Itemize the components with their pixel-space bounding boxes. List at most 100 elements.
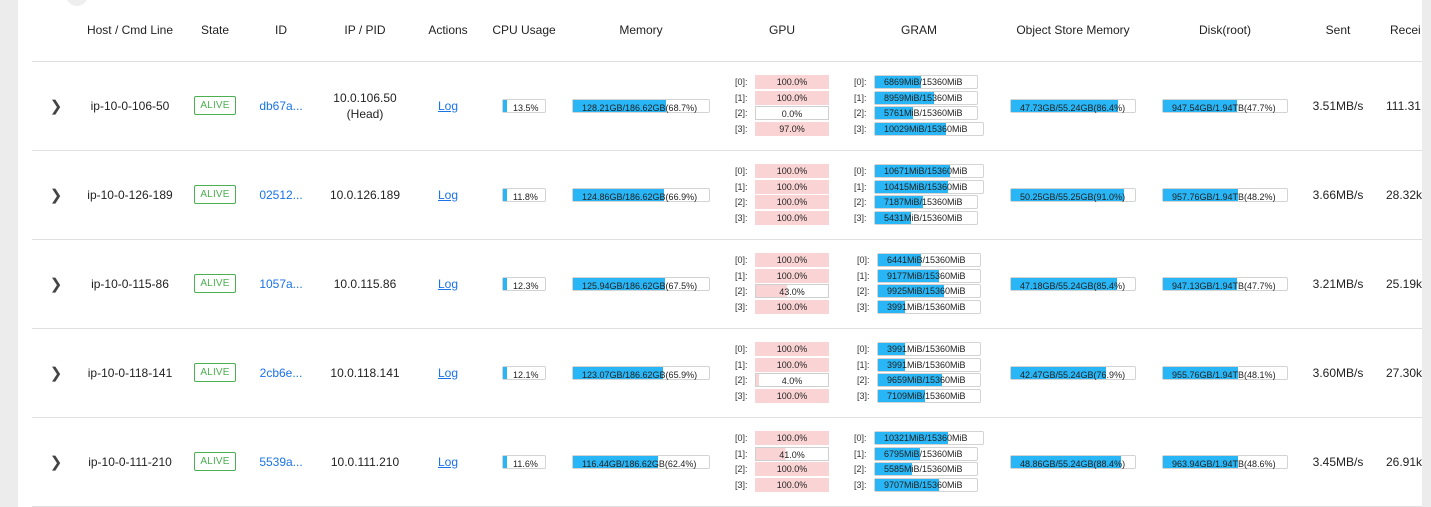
gpu-index: [2]:	[735, 197, 748, 208]
header-cpu[interactable]: CPU Usage	[478, 0, 570, 62]
disk-fill	[1163, 366, 1238, 379]
gpu-list: [0]: 100.0% [1]: 100.0% [2]: 43.0% [3]: …	[735, 252, 829, 314]
host-cell: ip-10-0-106-50	[80, 61, 180, 151]
actions-cell: Log	[418, 328, 478, 418]
state-cell: ALIVE	[180, 61, 250, 151]
memory-usage-value: 128.21GB/186.62GB(68.7%)	[582, 102, 698, 113]
gram-entry: [1]: 6795MiB/15360MiB	[854, 446, 984, 462]
object-store-bar: 48.86GB/55.24GB(88.4%)	[1010, 454, 1136, 469]
gram-cell: [0]: 3991MiB/15360MiB [1]: 3991MiB/15360…	[852, 328, 986, 418]
header-gpu[interactable]: GPU	[712, 0, 852, 62]
gram-usage-value: 9707MiB/15360MiB	[884, 479, 963, 490]
disk-usage-bar: 955.76GB/1.94TB(48.1%)	[1162, 365, 1288, 380]
object-store-cell: 48.86GB/55.24GB(88.4%)	[986, 417, 1160, 507]
id-cell: 02512...	[250, 150, 312, 240]
state-cell: ALIVE	[180, 417, 250, 507]
header-memory[interactable]: Memory	[570, 0, 712, 62]
cpu-fill	[503, 455, 507, 468]
header-actions[interactable]: Actions	[418, 0, 478, 62]
gram-usage-value: 9177MiB/15360MiB	[887, 270, 966, 281]
log-link[interactable]: Log	[437, 454, 459, 469]
gram-index: [0]:	[854, 433, 867, 444]
cpu-usage-value: 13.5%	[513, 102, 539, 113]
gram-usage-bar: 9659MiB/15360MiB	[877, 373, 981, 388]
chevron-right-icon[interactable]: ❯	[49, 275, 63, 293]
gpu-entry: [2]: 0.0%	[735, 106, 829, 122]
header-gram[interactable]: GRAM	[852, 0, 986, 62]
gram-entry: [1]: 9177MiB/15360MiB	[857, 268, 981, 284]
node-id-link[interactable]: 02512...	[259, 187, 303, 202]
object-store-cell: 47.18GB/55.24GB(85.4%)	[986, 239, 1160, 329]
chevron-right-icon[interactable]: ❯	[49, 186, 63, 204]
disk-cell: 957.76GB/1.94TB(48.2%)	[1160, 150, 1290, 240]
gram-fill	[878, 389, 926, 402]
gram-usage-bar: 9177MiB/15360MiB	[877, 268, 981, 283]
gram-usage-bar: 7109MiB/15360MiB	[877, 388, 981, 403]
cpu-usage-bar: 11.8%	[502, 187, 546, 202]
gram-index: [2]:	[854, 464, 867, 475]
host-cell: ip-10-0-118-141	[80, 328, 180, 418]
node-id-link[interactable]: 5539a...	[259, 454, 303, 469]
object-store-fill	[1011, 99, 1119, 112]
disk-fill	[1163, 99, 1237, 112]
gpu-index: [2]:	[735, 108, 748, 119]
ip-cell: 10.0.126.189	[312, 150, 418, 240]
cpu-usage-bar: 11.6%	[502, 454, 546, 469]
node-id-link[interactable]: 1057a...	[259, 276, 303, 291]
gpu-utilization-bar: 100.0%	[755, 462, 829, 477]
gram-fill	[878, 343, 905, 356]
gpu-entry: [1]: 100.0%	[735, 179, 829, 195]
header-host[interactable]: Host / Cmd Line	[80, 0, 180, 62]
log-link[interactable]: Log	[437, 276, 459, 291]
header-object-store[interactable]: Object Store Memory	[986, 0, 1160, 62]
node-id-link[interactable]: 2cb6e...	[259, 365, 303, 380]
header-sent[interactable]: Sent	[1290, 0, 1386, 62]
gpu-index: [0]:	[735, 255, 748, 266]
gram-cell: [0]: 10321MiB/15360MiB [1]: 6795MiB/1536…	[852, 417, 986, 507]
object-store-value: 48.86GB/55.24GB(88.4%)	[1020, 458, 1126, 469]
log-link[interactable]: Log	[437, 365, 459, 380]
gram-usage-bar: 9707MiB/15360MiB	[874, 477, 978, 492]
gpu-utilization-value: 41.0%	[779, 449, 805, 460]
gram-usage-value: 7109MiB/15360MiB	[887, 390, 966, 401]
header-state[interactable]: State	[180, 0, 250, 62]
gram-fill	[878, 269, 939, 282]
gram-usage-bar: 10321MiB/15360MiB	[874, 431, 984, 446]
gpu-entry: [3]: 97.0%	[735, 121, 829, 137]
expand-cell: ❯	[32, 417, 80, 507]
chevron-right-icon[interactable]: ❯	[49, 453, 63, 471]
gpu-utilization-value: 43.0%	[779, 287, 805, 298]
node-id-link[interactable]: db67a...	[259, 98, 303, 113]
gram-usage-value: 9659MiB/15360MiB	[887, 375, 966, 386]
gram-list: [0]: 10671MiB/15360MiB [1]: 10415MiB/153…	[854, 163, 984, 225]
disk-usage-bar: 947.13GB/1.94TB(47.7%)	[1162, 276, 1288, 291]
chevron-right-icon[interactable]: ❯	[49, 97, 63, 115]
gpu-index: [2]:	[735, 286, 748, 297]
header-disk[interactable]: Disk(root)	[1160, 0, 1290, 62]
memory-usage-bar: 116.44GB/186.62GB(62.4%)	[572, 454, 710, 469]
gpu-cell: [0]: 100.0% [1]: 100.0% [2]: 0.0% [3]: 9…	[712, 61, 852, 151]
header-id[interactable]: ID	[250, 0, 312, 62]
header-received[interactable]: Recei	[1386, 0, 1422, 62]
chevron-right-icon[interactable]: ❯	[49, 364, 63, 382]
log-link[interactable]: Log	[437, 98, 459, 113]
gram-fill	[875, 180, 949, 193]
object-store-value: 50.25GB/55.25GB(91.0%)	[1020, 191, 1126, 202]
table-row: ❯ ip-10-0-106-50 ALIVE db67a... 10.0.106…	[32, 61, 1422, 151]
gpu-utilization-value: 100.0%	[776, 479, 808, 490]
gpu-utilization-value: 100.0%	[776, 390, 808, 401]
gpu-entry: [0]: 100.0%	[735, 430, 829, 446]
gpu-entry: [3]: 100.0%	[735, 210, 829, 226]
gpu-utilization-bar: 100.0%	[755, 268, 829, 283]
gram-usage-bar: 10029MiB/15360MiB	[874, 121, 984, 136]
gpu-utilization-value: 100.0%	[776, 255, 808, 266]
gram-usage-bar: 6795MiB/15360MiB	[874, 446, 978, 461]
cpu-usage-bar: 12.1%	[502, 365, 546, 380]
gpu-index: [3]:	[735, 123, 748, 134]
header-ip[interactable]: IP / PID	[312, 0, 418, 62]
gpu-entry: [3]: 100.0%	[735, 299, 829, 315]
gram-entry: [0]: 6441MiB/15360MiB	[857, 252, 981, 268]
status-badge: ALIVE	[194, 96, 236, 115]
log-link[interactable]: Log	[437, 187, 459, 202]
gram-index: [2]:	[854, 108, 867, 119]
